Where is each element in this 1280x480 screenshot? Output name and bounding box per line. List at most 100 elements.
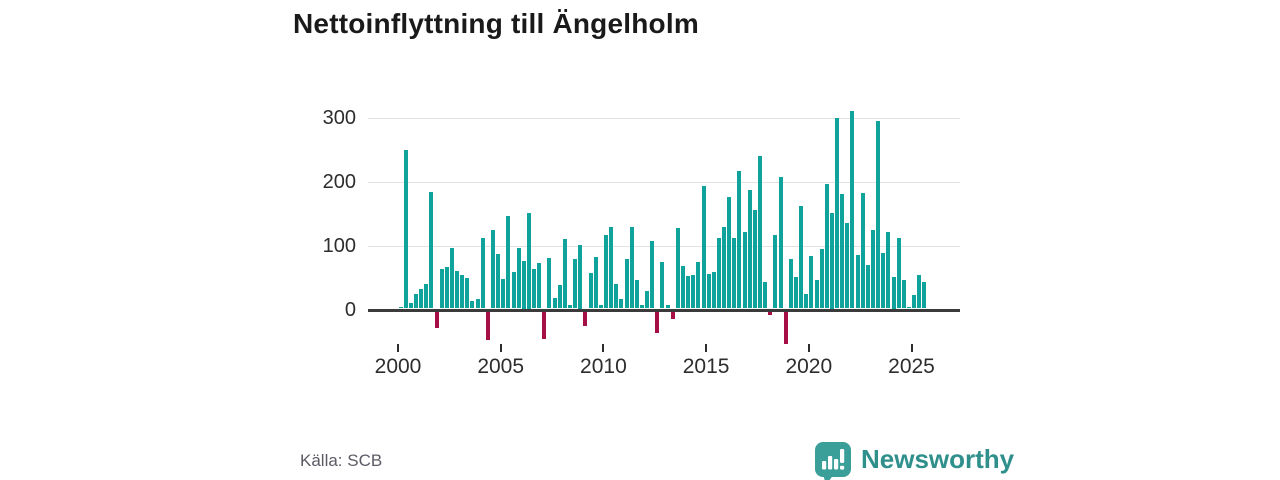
bar-2003-q4 [475, 298, 480, 309]
bar-2020-q4 [824, 183, 829, 309]
bar-2020-q2 [814, 279, 819, 309]
bar-2014-q2 [691, 275, 696, 309]
bar-2003-q3 [470, 300, 475, 309]
chart-plot-area: 0 100 200 300 2000 2005 2010 2015 2020 2025 [323, 95, 960, 395]
bar-2023-q2 [876, 120, 881, 309]
x-axis-tick-2015 [705, 344, 708, 352]
bar-2015-q3 [716, 238, 721, 309]
x-axis-tick-2010 [602, 344, 605, 352]
bar-2001-q3 [429, 192, 434, 309]
bar-2021-q2 [835, 118, 840, 309]
bar-2021-q3 [840, 193, 845, 309]
gridline-300 [368, 118, 960, 119]
negative-bar-2007-q1 [542, 311, 547, 340]
bar-2005-q2 [506, 215, 511, 309]
y-axis-label-0: 0 [344, 299, 356, 321]
newsworthy-logo[interactable]: Newsworthy [814, 441, 1014, 480]
bar-2002-q3 [449, 247, 454, 309]
bar-2017-q3 [758, 156, 763, 309]
bar-2020-q1 [809, 256, 814, 309]
bar-2022-q4 [865, 264, 870, 309]
bar-2018-q3 [778, 177, 783, 309]
bar-2016-q3 [737, 170, 742, 309]
bar-2005-q3 [511, 272, 516, 309]
bar-2025-q3 [922, 282, 927, 309]
bar-2017-q2 [752, 209, 757, 309]
bar-2018-q2 [773, 234, 778, 309]
x-axis-label-2000: 2000 [374, 355, 422, 378]
bar-2000-q3 [408, 303, 413, 309]
bar-2003-q1 [460, 275, 465, 309]
bar-2013-q3 [675, 227, 680, 309]
bar-2002-q1 [439, 268, 444, 309]
bar-2012-q4 [660, 261, 665, 309]
bar-2023-q1 [870, 230, 875, 309]
negative-bar-2013-q2 [670, 311, 675, 320]
bar-2019-q1 [788, 258, 793, 309]
bar-2008-q2 [568, 305, 573, 309]
x-axis-line [368, 308, 960, 312]
bar-2014-q3 [696, 261, 701, 309]
bar-2005-q1 [501, 279, 506, 309]
bar-2017-q1 [747, 190, 752, 309]
bar-2024-q1 [891, 276, 896, 309]
bar-2019-q2 [793, 277, 798, 309]
negative-bar-2012-q3 [655, 311, 660, 333]
bar-2010-q1 [603, 234, 608, 309]
bar-2007-q2 [547, 257, 552, 309]
gridline-100 [368, 246, 960, 247]
x-axis-label-2010: 2010 [580, 355, 627, 378]
gridline-200 [368, 182, 960, 183]
bar-2013-q4 [680, 265, 685, 309]
bar-2006-q1 [521, 260, 526, 309]
x-axis-tick-2025 [910, 344, 913, 352]
bar-2025-q1 [912, 295, 917, 309]
bar-2003-q2 [465, 277, 470, 309]
bar-2007-q4 [557, 285, 562, 309]
bar-2009-q2 [588, 272, 593, 309]
bar-2008-q3 [573, 258, 578, 309]
y-axis-label-300: 300 [322, 107, 356, 129]
bar-2019-q3 [799, 206, 804, 309]
negative-bar-2018-q4 [783, 311, 788, 344]
bar-2001-q2 [424, 284, 429, 309]
bar-2004-q4 [496, 254, 501, 309]
bar-2019-q4 [804, 294, 809, 309]
bar-2022-q2 [855, 255, 860, 309]
bar-2021-q1 [829, 212, 834, 309]
bar-2000-q4 [413, 294, 418, 309]
bar-2002-q4 [455, 271, 460, 309]
bar-2010-q2 [609, 226, 614, 309]
bar-2002-q2 [444, 266, 449, 309]
bar-2010-q3 [614, 284, 619, 309]
bar-2022-q1 [850, 111, 855, 309]
negative-bar-2004-q2 [485, 311, 490, 341]
bar-2012-q2 [650, 241, 655, 309]
bar-2015-q2 [711, 272, 716, 309]
bar-2024-q3 [901, 280, 906, 309]
bar-2015-q4 [722, 226, 727, 309]
bar-2006-q2 [526, 212, 531, 309]
bar-2016-q4 [742, 231, 747, 309]
bar-2008-q4 [578, 244, 583, 309]
bar-2020-q3 [819, 248, 824, 309]
bar-2011-q2 [629, 227, 634, 309]
negative-bar-2018-q1 [768, 311, 773, 315]
bar-2017-q4 [763, 282, 768, 309]
newsworthy-logo-text: Newsworthy [861, 444, 1015, 474]
bar-2009-q3 [593, 257, 598, 309]
bar-2025-q2 [917, 274, 922, 309]
x-axis-label-2020: 2020 [785, 355, 833, 378]
bar-2004-q1 [480, 238, 485, 309]
bar-2023-q4 [886, 231, 891, 309]
bar-2006-q3 [532, 268, 537, 309]
bar-2013-q1 [665, 305, 670, 309]
x-axis-tick-2020 [807, 344, 810, 352]
y-axis-label-200: 200 [322, 171, 356, 193]
bar-2000-q1 [398, 306, 403, 309]
source-text: Källa: SCB [300, 451, 383, 470]
chart-title: Nettoinflyttning till Ängelholm [293, 8, 699, 39]
bar-2012-q1 [645, 290, 650, 309]
bar-2004-q3 [490, 230, 495, 309]
